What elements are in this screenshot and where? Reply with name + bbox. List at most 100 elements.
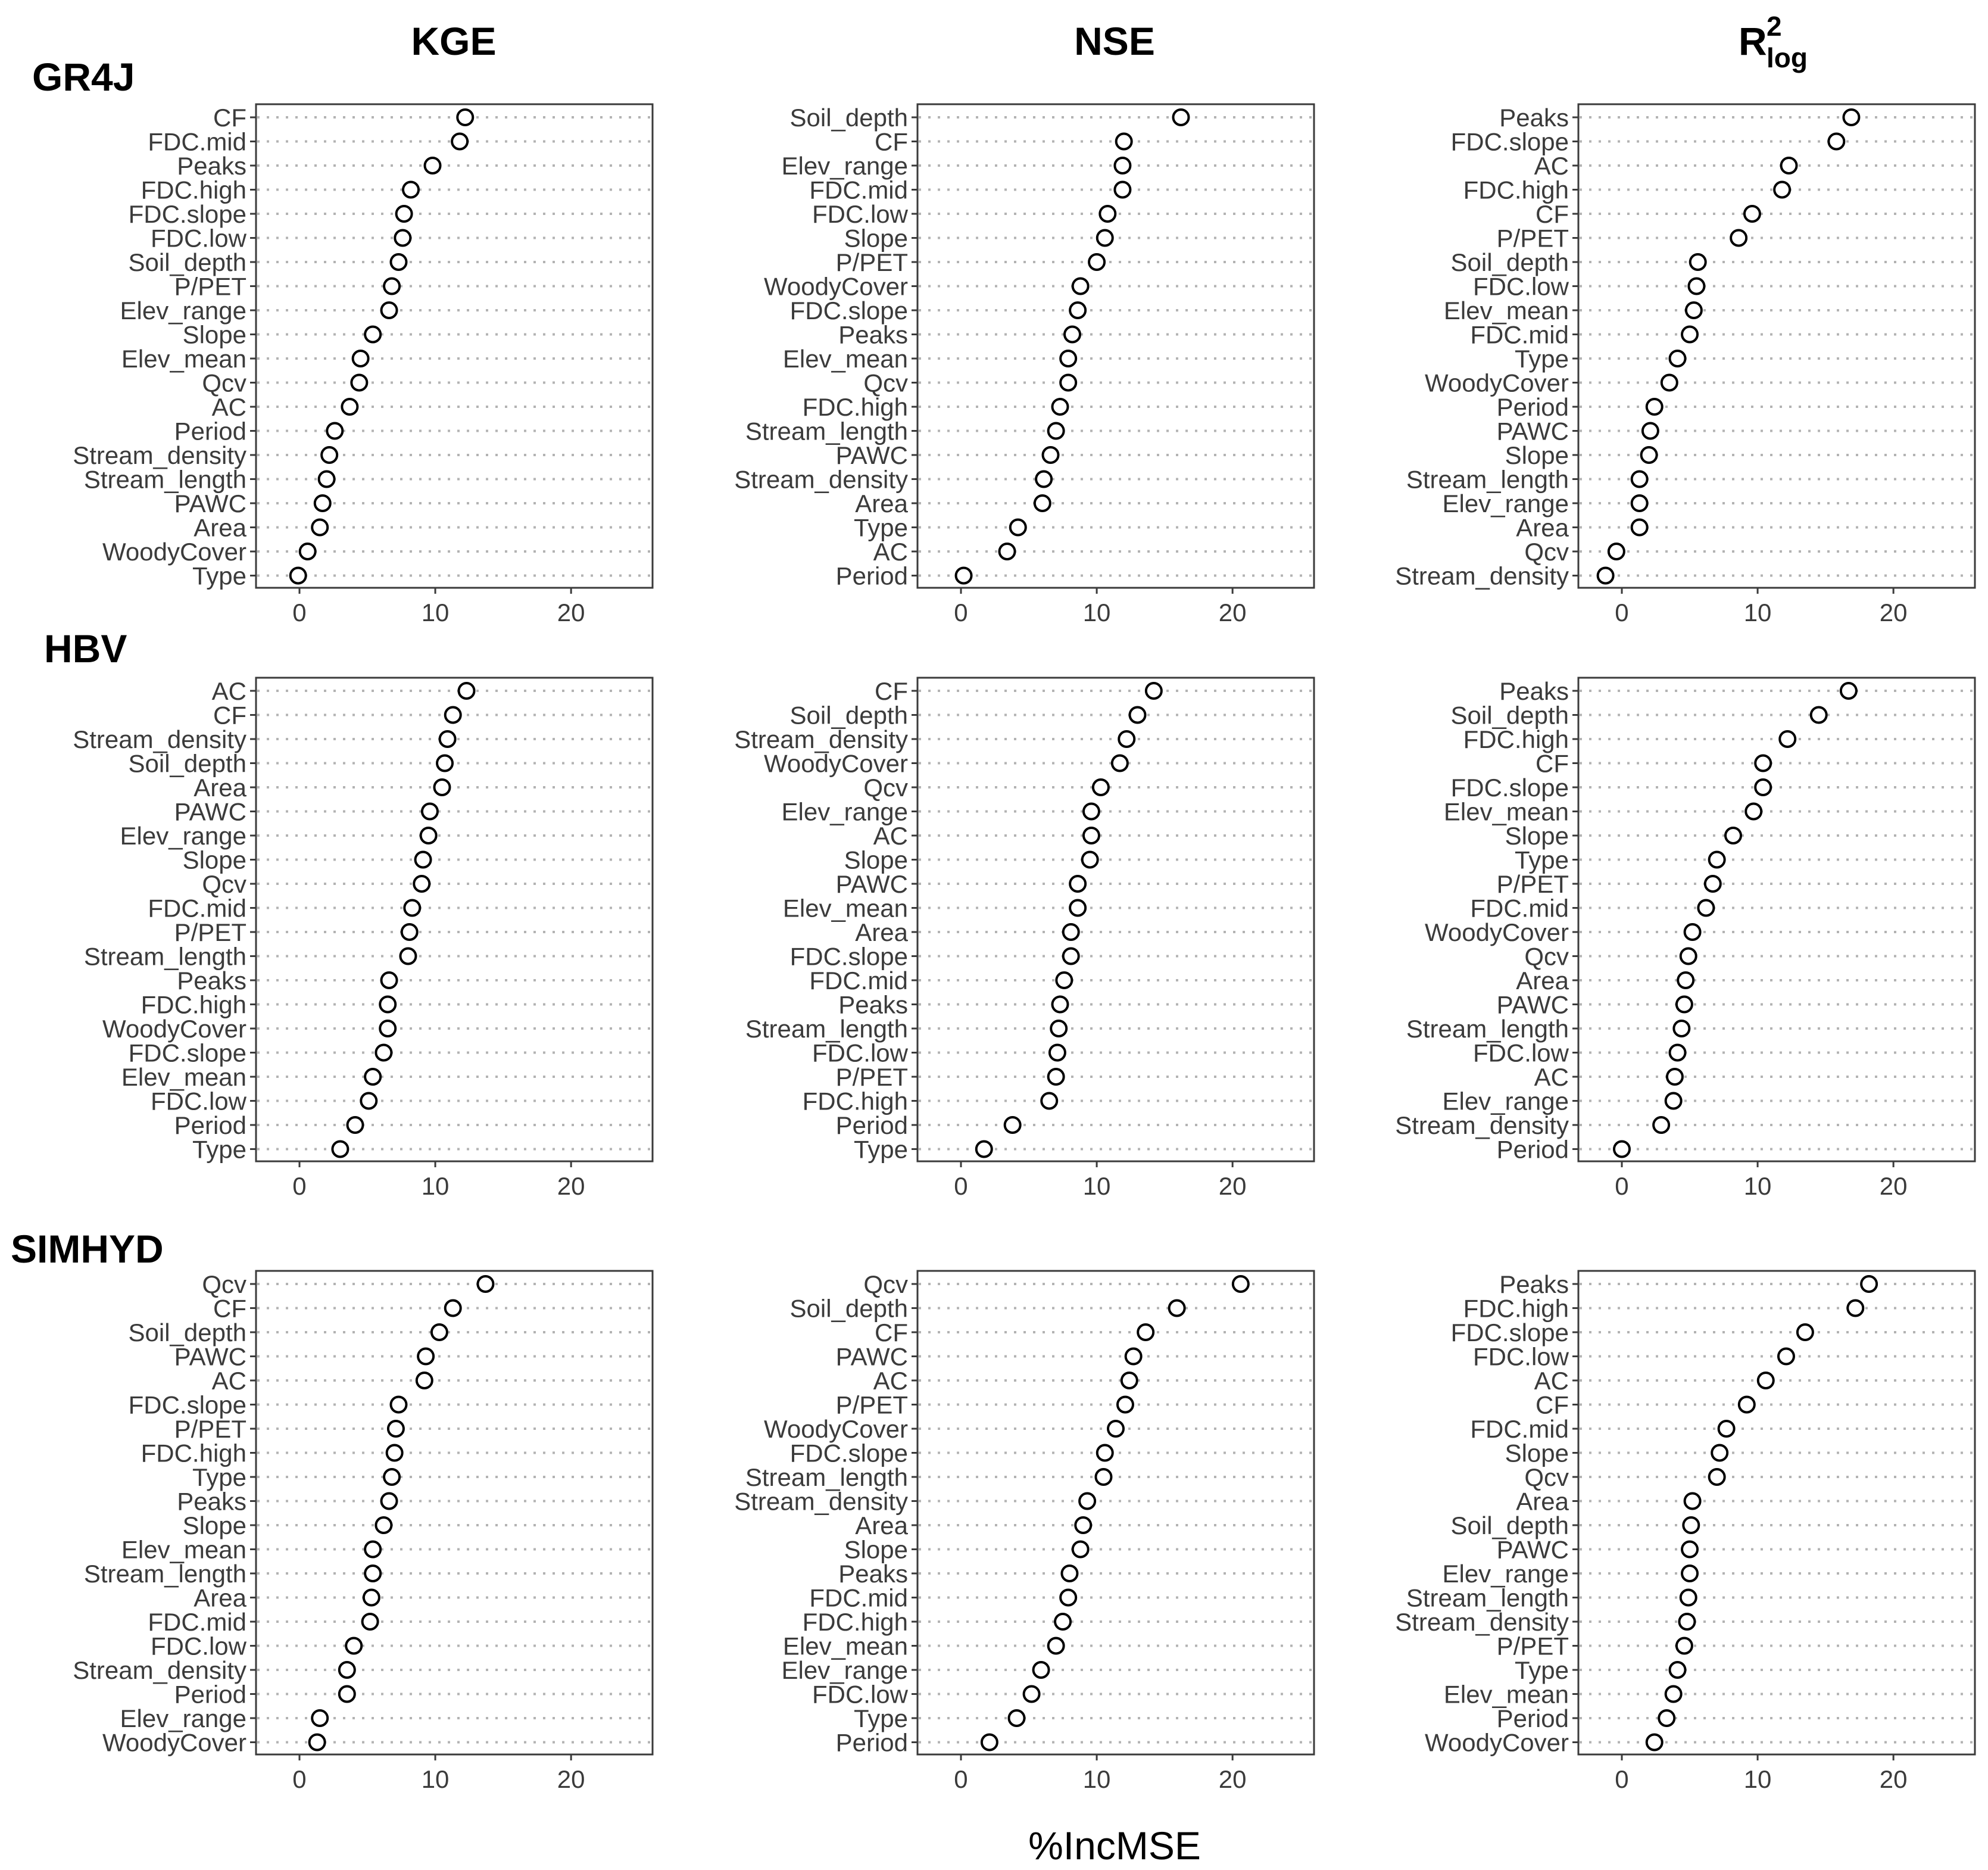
y-tick-label: CF xyxy=(1536,1391,1569,1419)
data-point-type xyxy=(331,1140,349,1158)
data-point-p-pet xyxy=(400,923,419,941)
data-point-soil-depth xyxy=(389,253,408,271)
y-tick-label: Area xyxy=(194,514,246,542)
y-tick-label: Soil_depth xyxy=(790,702,909,730)
data-point-peaks xyxy=(423,157,442,174)
data-point-stream-length xyxy=(364,1564,382,1582)
y-tick-label: CF xyxy=(875,1319,908,1347)
data-point-pawc xyxy=(1641,422,1659,440)
x-axis-label: %IncMSE xyxy=(1028,1824,1201,1868)
data-point-pawc xyxy=(313,494,332,512)
x-tick-label: 0 xyxy=(1615,1172,1628,1200)
data-point-area xyxy=(1677,971,1695,989)
data-point-fdc-mid xyxy=(1055,971,1073,989)
y-tick-label: Soil_depth xyxy=(790,104,909,132)
data-point-p-pet xyxy=(1703,875,1722,893)
y-tick-label: CF xyxy=(1536,750,1569,778)
y-tick-label: Qcv xyxy=(1524,1463,1569,1491)
data-point-fdc-slope xyxy=(389,1395,408,1414)
y-tick-label: Elev_mean xyxy=(121,345,246,373)
y-tick-label: P/PET xyxy=(836,1063,908,1091)
y-tick-label: Stream_length xyxy=(1406,1015,1569,1043)
x-tick-label: 20 xyxy=(557,1765,585,1793)
y-tick-label: Peaks xyxy=(838,1560,908,1588)
x-tick-label: 20 xyxy=(1219,599,1247,627)
y-tick-label: Period xyxy=(836,562,908,590)
data-point-stream-density xyxy=(1035,470,1053,488)
y-tick-label: Area xyxy=(194,1584,246,1612)
y-tick-label: P/PET xyxy=(174,1415,246,1443)
y-tick-label: Elev_range xyxy=(120,822,246,850)
y-tick-label: Elev_range xyxy=(120,297,246,325)
y-tick-label: P/PET xyxy=(174,918,246,946)
y-tick-label: Qcv xyxy=(863,1270,908,1298)
data-point-fdc-slope xyxy=(374,1043,393,1062)
data-point-elev-mean xyxy=(364,1540,382,1559)
y-tick-label: P/PET xyxy=(836,1391,908,1419)
data-point-fdc-slope xyxy=(1796,1323,1814,1341)
y-tick-label: FDC.high xyxy=(141,1439,246,1467)
data-point-fdc-high xyxy=(1051,398,1069,416)
data-point-ac xyxy=(1082,827,1100,844)
data-point-soil-depth xyxy=(1172,108,1190,126)
data-point-elev-mean xyxy=(1059,350,1078,367)
y-tick-label: Elev_mean xyxy=(1444,798,1569,826)
y-tick-label: Elev_mean xyxy=(783,895,908,922)
y-tick-label: WoodyCover xyxy=(102,538,246,566)
x-tick-label: 0 xyxy=(954,599,968,627)
data-point-type xyxy=(383,1468,401,1486)
data-point-qcv xyxy=(1091,778,1110,796)
data-point-ac xyxy=(341,398,359,416)
y-tick-label: FDC.mid xyxy=(809,176,908,204)
y-tick-label: Elev_range xyxy=(120,1704,246,1732)
y-tick-label: FDC.slope xyxy=(129,200,246,228)
data-point-fdc-high xyxy=(1846,1299,1865,1317)
y-tick-label: Period xyxy=(174,1111,246,1139)
y-tick-label: FDC.mid xyxy=(809,1584,908,1612)
y-tick-label: FDC.mid xyxy=(809,967,908,995)
y-tick-label: Peaks xyxy=(1499,677,1569,705)
y-tick-label: WoodyCover xyxy=(1425,369,1569,397)
data-point-woodycover xyxy=(308,1733,326,1751)
y-tick-label: AC xyxy=(1534,1367,1569,1395)
y-tick-label: Elev_mean xyxy=(1444,297,1569,325)
data-point-area xyxy=(1033,494,1051,512)
x-tick-label: 10 xyxy=(1744,1765,1772,1793)
data-point-area xyxy=(1683,1492,1702,1510)
y-tick-label: Type xyxy=(854,1136,908,1164)
y-tick-label: Elev_range xyxy=(1443,1087,1569,1115)
y-tick-label: Type xyxy=(192,1136,246,1164)
data-point-fdc-low xyxy=(1022,1685,1041,1703)
data-point-qcv xyxy=(350,373,369,392)
data-point-soil-depth xyxy=(436,754,454,772)
column-title-kge: KGE xyxy=(411,19,496,63)
data-point-pawc xyxy=(1069,875,1087,893)
x-tick-label: 20 xyxy=(1219,1172,1247,1200)
y-tick-label: Slope xyxy=(183,321,246,349)
y-tick-label: FDC.low xyxy=(812,1039,909,1067)
data-point-pawc xyxy=(1681,1540,1699,1559)
y-tick-label: FDC.high xyxy=(1463,176,1569,204)
data-point-period xyxy=(1003,1116,1022,1134)
x-tick-label: 20 xyxy=(1880,1172,1908,1200)
y-tick-label: Area xyxy=(1516,1488,1569,1516)
y-tick-label: Area xyxy=(194,774,246,802)
data-point-stream-density xyxy=(338,1661,356,1679)
data-point-ac xyxy=(1120,1372,1138,1389)
y-tick-label: Peaks xyxy=(177,152,246,180)
data-point-elev-mean xyxy=(364,1068,382,1086)
x-tick-label: 20 xyxy=(557,1172,585,1200)
panel-hbv-kge: ACCFStream_densitySoil_depthAreaPAWCElev… xyxy=(73,677,654,1200)
y-tick-label: AC xyxy=(873,1367,908,1395)
y-tick-label: Stream_length xyxy=(84,943,246,971)
data-point-fdc-low xyxy=(345,1637,363,1655)
x-tick-label: 10 xyxy=(422,599,450,627)
y-tick-label: AC xyxy=(212,677,246,705)
column-title-r2log: R 2 log xyxy=(1739,11,1808,73)
data-point-soil-depth xyxy=(1168,1299,1186,1317)
data-point-cf xyxy=(1144,682,1163,700)
data-point-qcv xyxy=(1059,373,1078,392)
y-tick-label: WoodyCover xyxy=(1425,918,1569,946)
y-tick-label: WoodyCover xyxy=(1425,1729,1569,1757)
